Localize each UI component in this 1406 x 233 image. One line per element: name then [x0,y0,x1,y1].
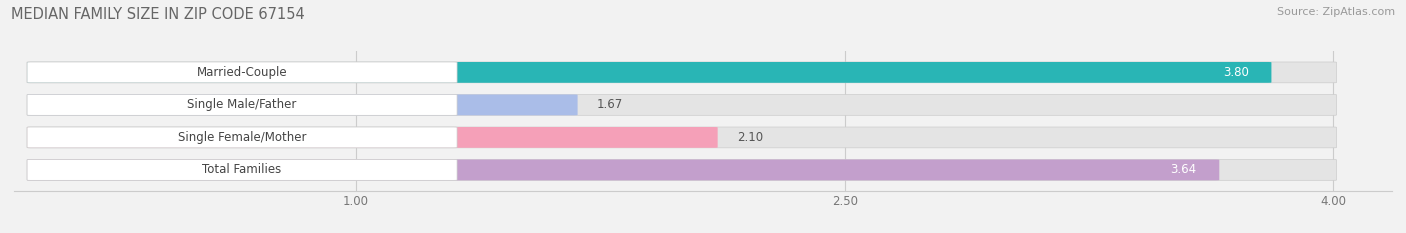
FancyBboxPatch shape [27,62,1337,83]
Text: Single Male/Father: Single Male/Father [187,98,297,111]
FancyBboxPatch shape [27,127,1337,148]
Text: Single Female/Mother: Single Female/Mother [177,131,307,144]
Text: Total Families: Total Families [202,163,281,176]
FancyBboxPatch shape [27,95,1337,115]
Text: 2.10: 2.10 [737,131,763,144]
FancyBboxPatch shape [27,160,1219,180]
FancyBboxPatch shape [27,127,457,148]
Text: MEDIAN FAMILY SIZE IN ZIP CODE 67154: MEDIAN FAMILY SIZE IN ZIP CODE 67154 [11,7,305,22]
Text: 3.80: 3.80 [1223,66,1249,79]
FancyBboxPatch shape [27,62,1271,83]
Text: 1.67: 1.67 [598,98,623,111]
Text: 3.64: 3.64 [1170,163,1197,176]
FancyBboxPatch shape [27,127,717,148]
FancyBboxPatch shape [27,95,457,115]
FancyBboxPatch shape [27,62,457,83]
Text: Source: ZipAtlas.com: Source: ZipAtlas.com [1277,7,1395,17]
FancyBboxPatch shape [27,160,457,180]
FancyBboxPatch shape [27,160,1337,180]
FancyBboxPatch shape [27,95,578,115]
Text: Married-Couple: Married-Couple [197,66,287,79]
